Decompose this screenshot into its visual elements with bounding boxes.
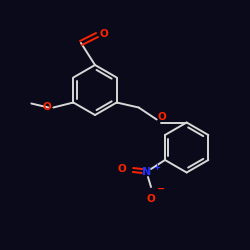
Text: O: O [117,164,126,174]
Text: N: N [142,167,152,177]
Text: O: O [158,112,166,122]
Text: −: − [157,184,165,194]
Text: O: O [146,194,155,204]
Text: +: + [153,162,160,172]
Text: O: O [42,102,51,112]
Text: O: O [100,29,109,39]
